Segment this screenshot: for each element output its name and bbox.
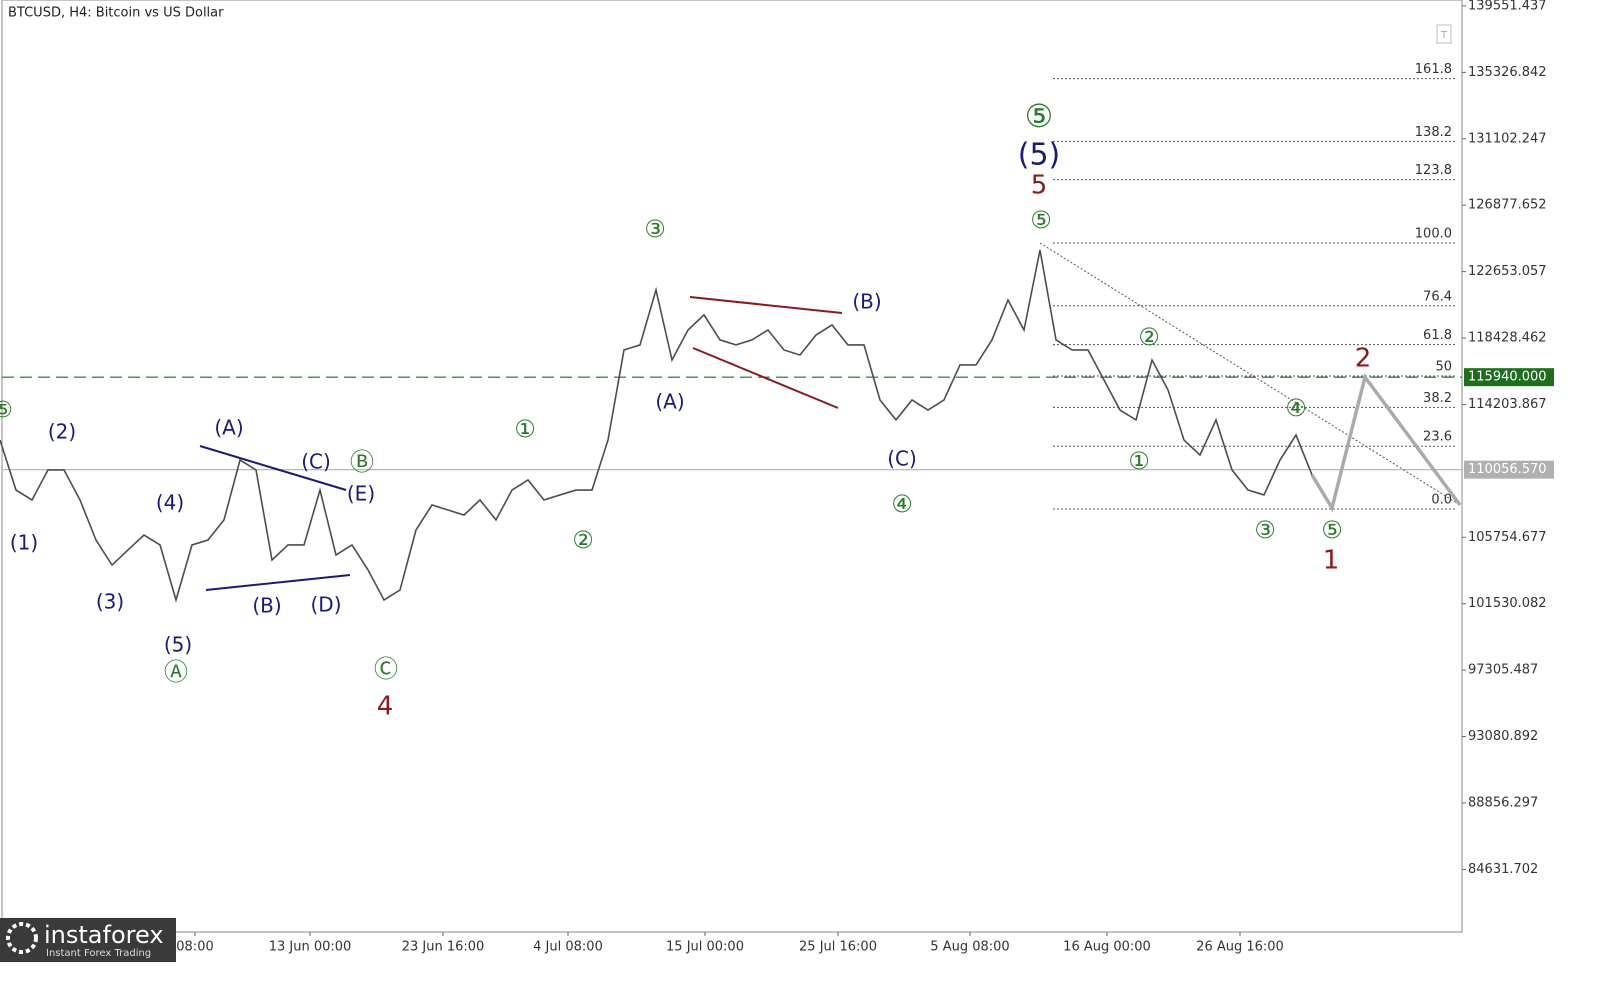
trendline (689, 296, 843, 314)
projection-path (1310, 373, 1462, 513)
wave-label: Ⓑ (350, 448, 374, 476)
wave-label: ② (1138, 323, 1160, 351)
fib-label: 138.2 (1415, 125, 1452, 140)
trendline (692, 347, 839, 409)
wave-label: 2 (1355, 344, 1372, 374)
fib-label: 38.2 (1423, 391, 1452, 406)
logo-icon (6, 922, 38, 954)
trendline (205, 574, 351, 591)
y-tick-label: 105754.677 (1468, 530, 1547, 545)
wave-label: ⑤ (1321, 516, 1343, 544)
wave-label: 1 (1323, 546, 1340, 576)
fib-label: 23.6 (1423, 430, 1452, 445)
wave-label: (D) (310, 593, 341, 617)
fib-diagonal (1039, 242, 1461, 506)
fib-label: 123.8 (1415, 163, 1452, 178)
wave-label: ⑤ (0, 398, 13, 423)
wave-label: 4 (377, 692, 394, 722)
price-label: 115940.000 (1468, 370, 1547, 385)
x-tick-label: 23 Jun 16:00 (402, 940, 485, 955)
wave-label: (5) (1018, 138, 1061, 173)
y-tick-label: 88856.297 (1468, 795, 1538, 810)
wave-label: (B) (252, 594, 281, 618)
wave-label: (A) (655, 390, 684, 414)
y-tick-label: 118428.462 (1468, 331, 1547, 346)
chart-title: BTCUSD, H4: Bitcoin vs US Dollar (8, 6, 224, 21)
wave-label: (A) (214, 416, 243, 440)
y-tick-label: 101530.082 (1468, 596, 1547, 611)
x-tick-label: 25 Jul 16:00 (799, 940, 877, 955)
fib-label: 161.8 (1415, 62, 1452, 77)
wave-label: Ⓐ (164, 658, 188, 686)
wave-label: ⑤ (1030, 206, 1052, 234)
y-tick-label: 139551.437 (1468, 0, 1547, 13)
wave-label: ① (514, 415, 536, 443)
logo-tagline: Instant Forex Trading (46, 948, 151, 959)
x-tick-label: 16 Aug 00:00 (1063, 940, 1151, 955)
wave-label: (5) (164, 633, 192, 657)
x-tick-label: 15 Jul 00:00 (666, 940, 744, 955)
wave-label: ④ (1285, 394, 1307, 422)
y-tick-label: 122653.057 (1468, 264, 1547, 279)
plot-frame (1, 0, 1463, 933)
x-tick-label: 26 Aug 16:00 (1196, 940, 1284, 955)
x-tick-label: 4 Jul 08:00 (533, 940, 603, 955)
price-label-box (1464, 460, 1554, 479)
wave-label: Ⓒ (374, 655, 398, 683)
wave-label: ③ (1254, 516, 1276, 544)
logo: instaforex Instant Forex Trading (0, 918, 176, 962)
wave-label: ② (572, 526, 594, 554)
y-tick-label: 126877.652 (1468, 198, 1547, 213)
wave-label: ⑤ (1025, 97, 1054, 135)
x-tick-label: 08:00 (176, 940, 213, 955)
y-tick-label: 135326.842 (1468, 65, 1547, 80)
y-tick-label: 97305.487 (1468, 663, 1538, 678)
logo-name: instaforex (44, 921, 164, 949)
wave-label: (2) (48, 420, 76, 444)
fib-label: 100.0 (1415, 226, 1452, 241)
wave-label: (E) (347, 482, 375, 506)
wave-label: ③ (644, 215, 666, 243)
plot-layer: 139551.437 135326.842 131102.247 126877.652… (0, 0, 1554, 955)
y-tick-label: 84631.702 (1468, 862, 1538, 877)
fib-label: 61.8 (1423, 328, 1452, 343)
fib-label: 76.4 (1423, 289, 1452, 304)
toolbar-icon[interactable] (1436, 24, 1452, 44)
price-label-box (1464, 368, 1554, 387)
wave-label: (B) (852, 290, 881, 314)
wave-label: ④ (891, 490, 913, 518)
toolbar-icon-glyph: T (1440, 30, 1448, 41)
wave-label: (4) (156, 491, 184, 515)
fib-label: 0.0 (1431, 492, 1452, 507)
wave-label: (C) (887, 447, 917, 471)
fib-label: 50 (1435, 359, 1452, 374)
wave-label: (C) (301, 450, 331, 474)
price-label: 110056.570 (1468, 462, 1547, 477)
price-line-series (0, 249, 1313, 603)
y-tick-label: 93080.892 (1468, 729, 1538, 744)
x-tick-label: 5 Aug 08:00 (930, 940, 1009, 955)
y-tick-label: 131102.247 (1468, 131, 1547, 146)
wave-label: (3) (96, 590, 124, 614)
wave-label: ① (1128, 447, 1150, 475)
wave-label: (1) (10, 531, 38, 555)
y-tick-label: 114203.867 (1468, 397, 1547, 412)
trendline (199, 445, 347, 491)
wave-label: 5 (1031, 171, 1048, 201)
x-tick-label: 13 Jun 00:00 (269, 940, 352, 955)
